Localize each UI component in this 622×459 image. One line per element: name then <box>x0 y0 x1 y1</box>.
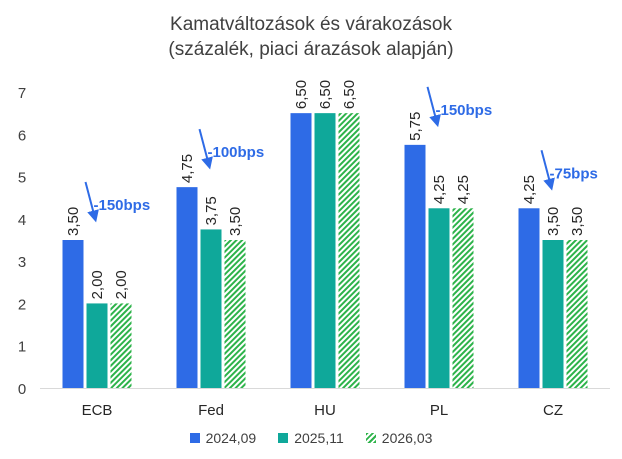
x-tick-label: HU <box>314 402 336 419</box>
annotation-label: -100bps <box>208 144 265 161</box>
x-tick-label: ECB <box>82 402 113 419</box>
bar <box>452 208 474 388</box>
legend-swatch <box>365 433 376 443</box>
data-label: 3,75 <box>203 196 220 225</box>
y-tick-label: 0 <box>18 381 26 398</box>
legend-label: 2025,11 <box>294 430 344 446</box>
bars <box>62 113 588 389</box>
data-label: 3,50 <box>227 207 244 236</box>
x-tick-label: CZ <box>543 402 563 419</box>
legend-label: 2024,09 <box>205 430 257 446</box>
annotation-arrow <box>198 128 213 170</box>
legend-swatch <box>189 433 200 443</box>
bar <box>428 208 450 388</box>
bar <box>566 240 588 388</box>
y-tick-label: 2 <box>18 296 26 313</box>
legend-item: 2026,03 <box>365 430 433 446</box>
y-tick-label: 1 <box>18 339 26 356</box>
y-tick-label: 5 <box>18 170 26 187</box>
bar <box>314 113 336 389</box>
data-label: 6,50 <box>341 80 358 109</box>
data-label: 4,25 <box>455 175 472 204</box>
y-axis: 0 1 2 3 4 5 6 7 <box>18 85 26 398</box>
annotation-arrow <box>84 181 99 223</box>
y-tick-label: 7 <box>18 85 26 102</box>
data-label: 5,75 <box>407 112 424 141</box>
bar <box>200 229 222 388</box>
data-labels: 3,50 2,00 2,00 4,75 3,75 3,50 6,50 6,50 6,50 5,75… <box>65 80 586 299</box>
title-line: Kamatváltozások és várakozások <box>170 14 452 35</box>
data-label: 2,00 <box>113 270 130 299</box>
data-label: 3,50 <box>545 207 562 236</box>
y-tick-label: 4 <box>18 212 26 229</box>
annotation-label: -75bps <box>550 165 598 182</box>
data-label: 4,25 <box>521 175 538 204</box>
data-label: 6,50 <box>293 80 310 109</box>
bar <box>224 240 246 388</box>
bar <box>518 208 540 388</box>
legend: 2024,09 2025,11 2026,03 <box>0 430 622 446</box>
bar <box>86 303 108 388</box>
annotations: -150bps -100bps -150bps -75bps <box>84 86 598 223</box>
bar <box>290 113 312 389</box>
data-label: 3,50 <box>569 207 586 236</box>
x-axis: ECB Fed HU PL CZ <box>82 402 563 419</box>
data-label: 6,50 <box>317 80 334 109</box>
chart-title: Kamatváltozások és várakozások (százalék… <box>0 12 622 62</box>
bar <box>338 113 360 389</box>
y-tick-label: 3 <box>18 254 26 271</box>
bar <box>62 240 84 388</box>
annotation-arrow <box>426 86 441 128</box>
legend-item: 2025,11 <box>278 430 344 446</box>
legend-label: 2026,03 <box>381 430 433 446</box>
legend-swatch <box>278 433 289 443</box>
data-label: 3,50 <box>65 207 82 236</box>
y-tick-label: 6 <box>18 127 26 144</box>
annotation-arrow <box>540 150 555 191</box>
bar <box>542 240 564 388</box>
bar <box>110 303 132 388</box>
x-tick-label: PL <box>430 402 448 419</box>
data-label: 2,00 <box>89 270 106 299</box>
data-label: 4,25 <box>431 175 448 204</box>
annotation-label: -150bps <box>436 102 493 119</box>
bar <box>176 187 198 388</box>
annotation-label: -150bps <box>94 197 151 214</box>
x-tick-label: Fed <box>198 402 224 419</box>
data-label: 4,75 <box>179 154 196 183</box>
legend-item: 2024,09 <box>189 430 257 446</box>
bar <box>404 144 426 388</box>
subtitle-line: (százalék, piaci árazások alapján) <box>168 39 454 60</box>
